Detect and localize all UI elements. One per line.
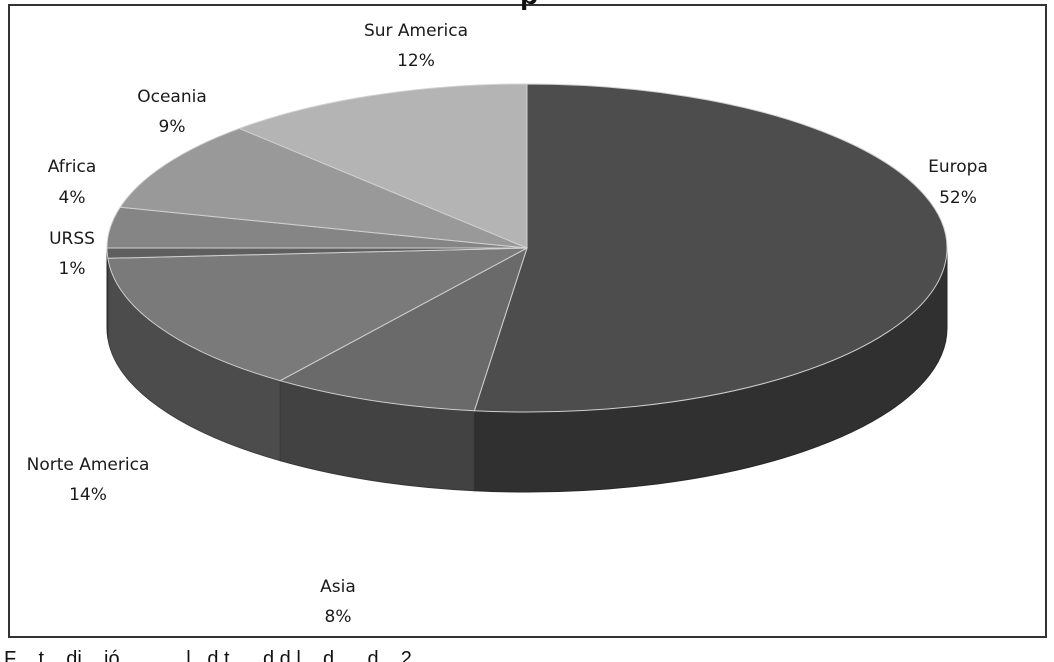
- title-fragment: p: [520, 0, 538, 11]
- slice-percent-urss: 1%: [59, 259, 86, 279]
- footer-fragment: F t di ió l d t d d l d d 2: [4, 649, 412, 662]
- slice-percent-norte-america: 14%: [69, 485, 107, 505]
- slice-label-sur-america: Sur America: [364, 21, 468, 41]
- pie-slice-sur-america: [238, 83, 528, 249]
- slice-percent-africa: 4%: [59, 188, 86, 208]
- pie-slice-europa: [473, 83, 948, 413]
- slice-percent-asia: 8%: [325, 607, 352, 627]
- slice-label-africa: Africa: [48, 157, 97, 177]
- pie-side-urss: [106, 247, 109, 339]
- pie-labels: Europa 52% Asia 8% Norte America 14% URSS 1% Afr…: [27, 21, 988, 627]
- pie-slice-oceania: [119, 127, 528, 249]
- slice-label-asia: Asia: [320, 577, 356, 597]
- pie-slice-norte-america: [107, 247, 528, 382]
- pie-slice-asia: [278, 246, 528, 412]
- pie-top: [106, 83, 948, 413]
- slice-percent-europa: 52%: [939, 188, 977, 208]
- slice-label-europa: Europa: [928, 157, 988, 177]
- slice-percent-oceania: 9%: [159, 117, 186, 137]
- slice-label-norte-america: Norte America: [27, 455, 150, 475]
- slice-label-urss: URSS: [49, 229, 95, 249]
- slice-label-oceania: Oceania: [137, 87, 207, 107]
- slice-percent-sur-america: 12%: [397, 51, 435, 71]
